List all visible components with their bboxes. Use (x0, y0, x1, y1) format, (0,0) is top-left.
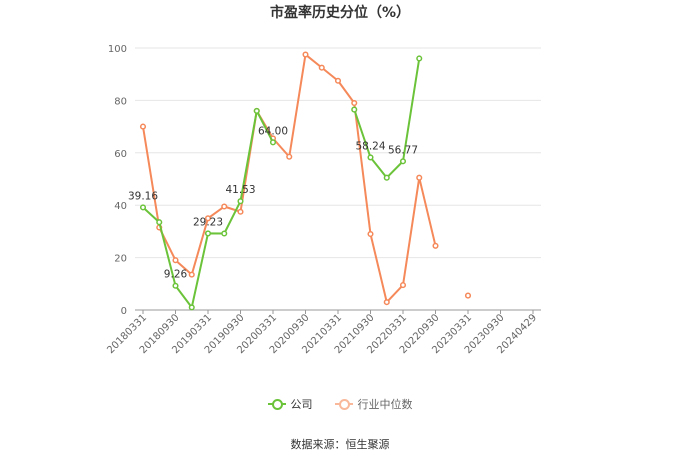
data-point-industry (432, 242, 439, 249)
data-point-company (399, 158, 407, 165)
data-point-industry (334, 77, 342, 84)
data-point-industry (221, 203, 228, 210)
data-point-industry (351, 99, 358, 107)
data-label: 64.00 (258, 125, 288, 137)
data-point-company (383, 174, 390, 181)
data-point-company (204, 230, 212, 237)
y-tick-label: 100 (108, 44, 127, 55)
legend-company-marker (267, 398, 286, 410)
data-point-company (156, 219, 163, 226)
data-point-company (139, 204, 147, 211)
legend-item-company[interactable]: 公司 (267, 396, 313, 412)
data-point-company (172, 282, 179, 289)
data-point-company (188, 304, 195, 311)
data-point-industry (367, 230, 374, 238)
data-label: 58.24 (355, 140, 385, 152)
data-point-industry (464, 292, 472, 299)
legend-item-industry[interactable]: 行业中位数 (334, 396, 413, 412)
data-point-industry (383, 299, 390, 306)
y-tick-label: 0 (121, 306, 127, 317)
data-point-industry (416, 174, 423, 181)
y-tick-label: 60 (114, 149, 127, 160)
series-line-industry (142, 53, 437, 304)
data-point-industry (139, 123, 147, 130)
data-point-industry (318, 64, 325, 71)
data-label: 41.53 (225, 184, 255, 196)
data-label: 39.16 (128, 190, 158, 202)
data-point-company (253, 107, 260, 114)
data-point-company (351, 106, 358, 113)
y-tick-label: 80 (114, 96, 127, 107)
data-point-company (221, 230, 228, 237)
series-line-company (142, 109, 274, 309)
data-point-industry (188, 271, 195, 278)
data-point-industry (204, 215, 212, 222)
data-point-industry (172, 257, 179, 264)
series-line-company (353, 58, 421, 179)
data-point-industry (399, 282, 407, 289)
legend-company-label: 公司 (290, 398, 313, 411)
data-source-note: 数据来源：恒生聚源 (290, 438, 390, 451)
legend: 公司 行业中位数 (0, 396, 680, 412)
data-point-company (269, 139, 277, 146)
data-point-industry (286, 153, 293, 160)
data-point-company (367, 154, 374, 161)
data-point-industry (302, 51, 309, 58)
y-tick-label: 40 (114, 201, 127, 212)
data-label: 56.77 (388, 144, 418, 156)
data-label: 9.26 (164, 269, 188, 281)
y-tick-label: 20 (114, 254, 127, 265)
chart-title: 市盈率历史分位（%） (269, 5, 411, 21)
legend-industry-marker (334, 398, 353, 410)
data-label: 29.23 (193, 216, 223, 228)
data-point-company (416, 55, 423, 62)
legend-industry-label: 行业中位数 (357, 398, 413, 411)
data-point-company (237, 198, 244, 205)
data-point-industry (237, 208, 244, 215)
